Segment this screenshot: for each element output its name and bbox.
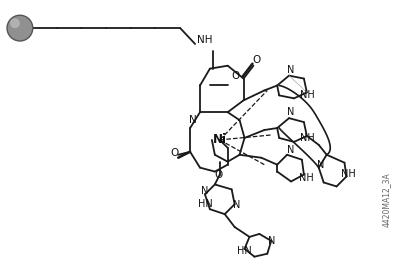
Text: N: N (189, 115, 197, 125)
Text: Ni: Ni (213, 133, 227, 147)
Text: HN: HN (237, 246, 252, 256)
Text: NH: NH (300, 90, 315, 100)
Circle shape (7, 15, 33, 41)
Text: NH: NH (300, 133, 315, 143)
Text: N: N (233, 200, 240, 210)
Text: NH: NH (298, 173, 313, 183)
Text: O: O (232, 70, 240, 81)
Text: N: N (268, 236, 275, 246)
Text: NH: NH (341, 169, 356, 179)
Text: NH: NH (197, 35, 213, 45)
Text: N: N (287, 107, 295, 117)
Text: O: O (170, 148, 178, 158)
Text: N: N (287, 65, 295, 75)
Text: HN: HN (198, 199, 212, 209)
Text: N: N (317, 160, 324, 170)
Text: N: N (201, 186, 209, 196)
Text: 4420MA12_3A: 4420MA12_3A (382, 172, 390, 227)
Circle shape (10, 18, 20, 28)
Text: O: O (252, 55, 260, 65)
Text: O: O (215, 170, 223, 180)
Text: N: N (287, 145, 295, 155)
